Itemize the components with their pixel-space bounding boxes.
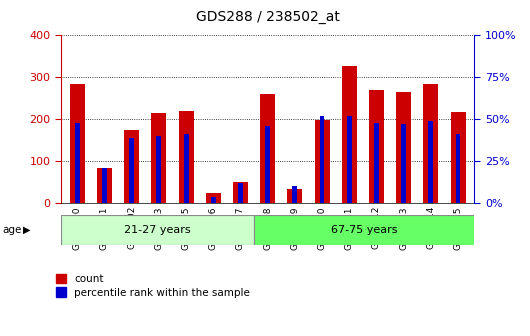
Bar: [401, 124, 406, 203]
Bar: [369, 90, 384, 203]
Bar: [450, 112, 465, 203]
Bar: [102, 168, 107, 203]
Text: 67-75 years: 67-75 years: [331, 225, 398, 235]
Bar: [152, 113, 166, 203]
Bar: [97, 168, 112, 203]
Text: 21-27 years: 21-27 years: [124, 225, 191, 235]
Bar: [75, 123, 80, 203]
Bar: [179, 111, 193, 203]
Bar: [124, 130, 139, 203]
Bar: [70, 84, 85, 203]
Text: age: age: [3, 225, 22, 235]
Bar: [254, 215, 474, 245]
Bar: [183, 134, 189, 203]
Bar: [347, 116, 352, 203]
Bar: [456, 134, 461, 203]
Bar: [428, 121, 434, 203]
Bar: [156, 136, 161, 203]
Bar: [233, 182, 248, 203]
Legend: count, percentile rank within the sample: count, percentile rank within the sample: [56, 274, 250, 298]
Bar: [320, 116, 324, 203]
Bar: [211, 197, 216, 203]
Bar: [315, 120, 330, 203]
Text: ▶: ▶: [23, 225, 30, 235]
Bar: [374, 123, 379, 203]
Bar: [260, 94, 275, 203]
Bar: [396, 92, 411, 203]
Bar: [238, 183, 243, 203]
Bar: [293, 186, 297, 203]
Bar: [287, 188, 302, 203]
Bar: [342, 66, 357, 203]
Bar: [206, 193, 220, 203]
Bar: [265, 126, 270, 203]
Bar: [61, 215, 254, 245]
Bar: [423, 84, 438, 203]
Bar: [129, 138, 134, 203]
Text: GDS288 / 238502_at: GDS288 / 238502_at: [196, 10, 340, 24]
